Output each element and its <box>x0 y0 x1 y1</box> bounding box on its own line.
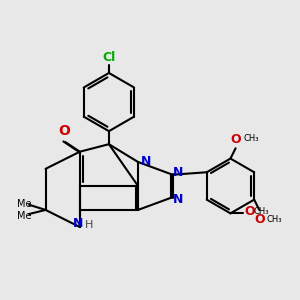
Text: N: N <box>141 155 151 168</box>
Text: O: O <box>254 213 265 226</box>
Text: N: N <box>173 166 184 179</box>
Text: CH₃: CH₃ <box>267 215 282 224</box>
Text: N: N <box>173 193 184 206</box>
Text: CH₃: CH₃ <box>254 207 269 216</box>
Text: Me: Me <box>17 211 32 221</box>
Text: CH₃: CH₃ <box>243 134 259 143</box>
Text: N: N <box>73 218 83 230</box>
Text: Me: Me <box>17 199 32 209</box>
Text: O: O <box>58 124 70 138</box>
Text: Cl: Cl <box>102 51 116 64</box>
Text: O: O <box>245 205 256 218</box>
Text: H: H <box>85 220 93 230</box>
Text: O: O <box>230 133 241 146</box>
